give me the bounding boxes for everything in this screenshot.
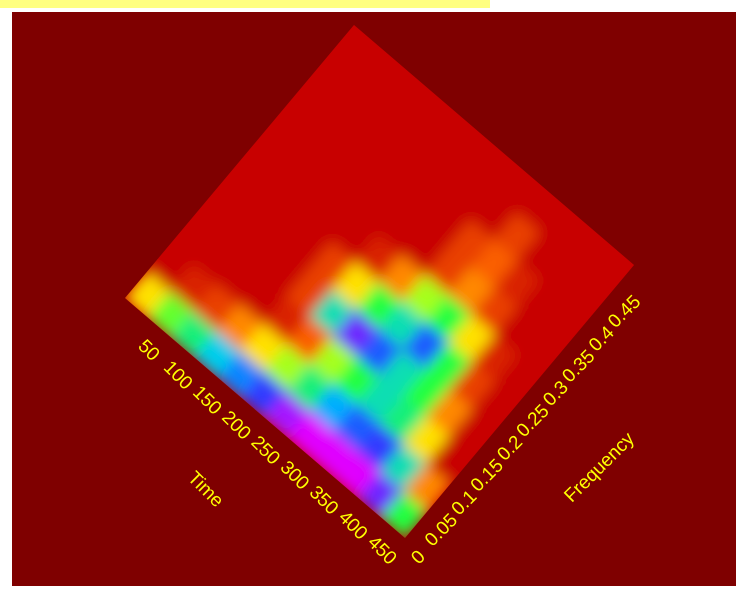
chart: 5010015020025030035040045000.050.10.150.… [0,0,747,598]
page: 5010015020025030035040045000.050.10.150.… [0,0,747,598]
top-bar [0,0,490,8]
